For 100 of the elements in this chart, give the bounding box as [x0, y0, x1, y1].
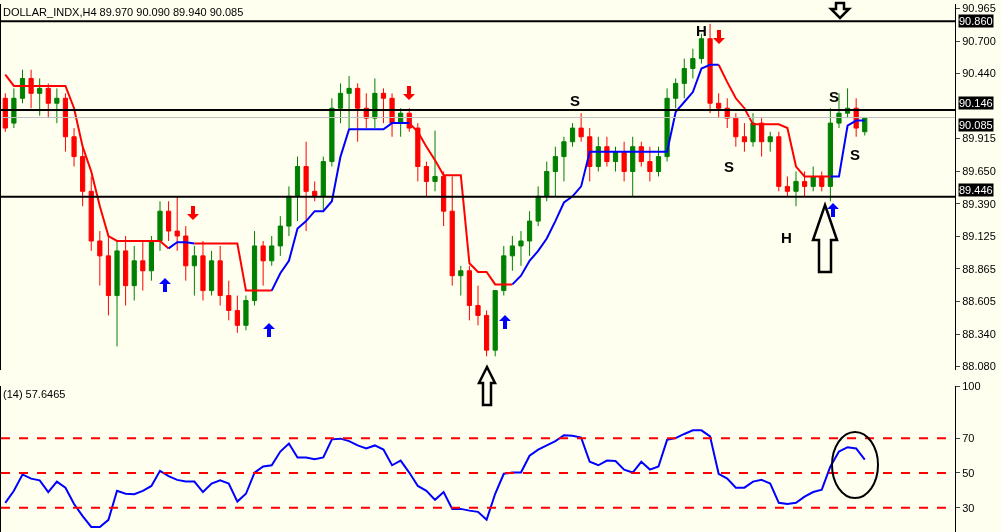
candlestick [458, 265, 464, 297]
candlestick [191, 245, 197, 297]
candlestick [432, 130, 438, 192]
candlestick [80, 146, 86, 207]
annotation: H [696, 22, 707, 39]
candlestick [595, 136, 601, 172]
y-tick-label: 50 [962, 466, 975, 479]
candlestick [518, 230, 524, 267]
y-tick-label: 30 [962, 501, 975, 514]
candlestick [741, 122, 748, 153]
candlestick [784, 175, 791, 197]
candlestick [655, 146, 662, 177]
candlestick [492, 290, 498, 357]
candlestick [226, 280, 232, 321]
ref-line-label: 90.146 [959, 97, 993, 109]
ref-line-label: 90.860 [959, 15, 993, 27]
line-series [4, 429, 866, 528]
candlestick [312, 180, 318, 202]
ref-line-label: 89.446 [959, 184, 993, 196]
candlestick [303, 141, 309, 232]
candlestick [148, 235, 155, 282]
candlestick [45, 82, 51, 119]
candlestick [716, 92, 722, 119]
candlestick [793, 170, 799, 207]
candlestick [174, 195, 180, 252]
candlestick [776, 131, 782, 192]
candlestick [294, 156, 301, 222]
candlestick [561, 136, 567, 182]
ref-line-label: 90.085 [959, 119, 993, 131]
y-tick-label: 89.650 [962, 165, 996, 178]
candlestick [681, 58, 687, 99]
candlestick [733, 112, 739, 148]
candlestick [501, 245, 507, 297]
y-tick-label: 89.390 [962, 197, 996, 210]
candlestick [131, 245, 137, 302]
annotation: H [781, 229, 792, 246]
candlestick [114, 240, 120, 347]
candlestick [759, 117, 765, 158]
candlestick [269, 235, 275, 267]
candlestick [707, 23, 713, 114]
annotation: S [829, 88, 840, 105]
candlestick [251, 230, 258, 306]
y-tick-label: 89.125 [962, 230, 996, 243]
candlestick [423, 161, 430, 197]
candlestick [827, 107, 833, 202]
candlestick [54, 87, 60, 124]
candlestick [286, 185, 292, 237]
candlestick [621, 141, 627, 182]
candlestick [647, 146, 653, 182]
y-tick-label: 88.865 [962, 262, 996, 275]
y-tick-label: 90.440 [962, 67, 996, 80]
candlestick [690, 48, 696, 79]
candlestick [355, 82, 361, 143]
candlestick [578, 112, 584, 143]
annotation: S [850, 146, 861, 163]
candlestick [260, 240, 266, 287]
candlestick [62, 92, 69, 153]
y-tick-label: 90.965 [962, 2, 996, 15]
chart-title: DOLLAR_INDX,H4 89.970 90.090 89.940 90.085 [3, 6, 244, 18]
candlestick [441, 170, 447, 227]
candlestick [535, 185, 541, 227]
candlestick [673, 77, 679, 109]
y-tick-label: 70 [962, 431, 975, 444]
candlestick [569, 122, 576, 148]
candlestick [509, 235, 515, 272]
chart-title: (14) 57.6465 [3, 388, 66, 400]
candlestick [277, 215, 283, 257]
candlestick [208, 250, 215, 297]
candlestick [630, 136, 636, 197]
candlestick [97, 230, 103, 287]
candlestick [243, 295, 249, 331]
y-tick-label: 100 [962, 379, 981, 392]
candlestick [157, 200, 163, 252]
candlestick [346, 75, 352, 129]
candlestick [37, 77, 43, 117]
y-tick-label: 88.080 [962, 360, 996, 373]
candlestick [526, 210, 533, 257]
candlestick [329, 97, 335, 168]
candlestick [810, 166, 816, 192]
y-tick-label: 88.340 [962, 327, 996, 340]
candlestick [337, 82, 344, 124]
candlestick [475, 285, 481, 326]
candlestick [217, 245, 223, 306]
candlestick [380, 87, 387, 124]
candlestick [320, 156, 326, 212]
candlestick [544, 161, 550, 202]
candlestick [552, 146, 558, 197]
candlestick [372, 77, 378, 129]
y-tick-label: 90.700 [962, 35, 996, 48]
candlestick [234, 295, 240, 334]
candlestick [483, 309, 490, 357]
candlestick [165, 200, 172, 242]
candlestick [19, 69, 26, 104]
candlestick [750, 112, 756, 148]
candlestick [71, 127, 77, 168]
annotation: S [570, 92, 581, 109]
candlestick [767, 131, 773, 153]
annotation: S [724, 158, 735, 175]
y-tick-label: 88.605 [962, 294, 996, 307]
candlestick [183, 225, 189, 282]
